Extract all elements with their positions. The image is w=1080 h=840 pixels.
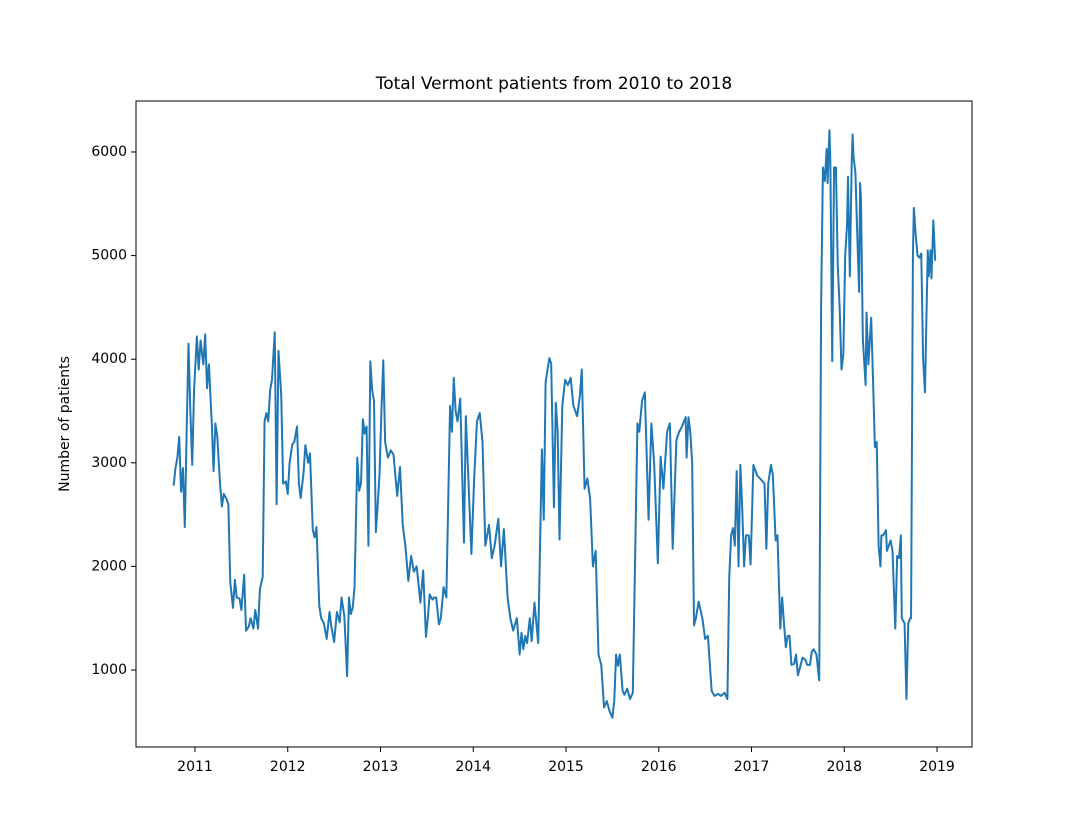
y-axis-label: Number of patients <box>57 356 73 492</box>
y-tick-label: 1000 <box>91 662 127 678</box>
x-tick-label: 2011 <box>177 759 213 775</box>
y-tick-label: 3000 <box>91 455 127 471</box>
x-tick-label: 2017 <box>734 759 770 775</box>
data-line <box>172 129 937 719</box>
x-tick-label: 2016 <box>641 759 677 775</box>
x-tick-label: 2012 <box>270 759 306 775</box>
x-tick-label: 2018 <box>826 759 862 775</box>
y-tick-label: 5000 <box>91 248 127 264</box>
x-tick-label: 2014 <box>455 759 491 775</box>
chart-title: Total Vermont patients from 2010 to 2018 <box>375 74 733 94</box>
y-tick-label: 2000 <box>91 558 127 574</box>
y-tick-label: 4000 <box>91 351 127 367</box>
x-tick-label: 2019 <box>919 759 955 775</box>
y-tick-label: 6000 <box>91 144 127 160</box>
plot-frame <box>135 100 973 748</box>
x-tick-label: 2013 <box>363 759 399 775</box>
x-tick-label: 2015 <box>548 759 584 775</box>
